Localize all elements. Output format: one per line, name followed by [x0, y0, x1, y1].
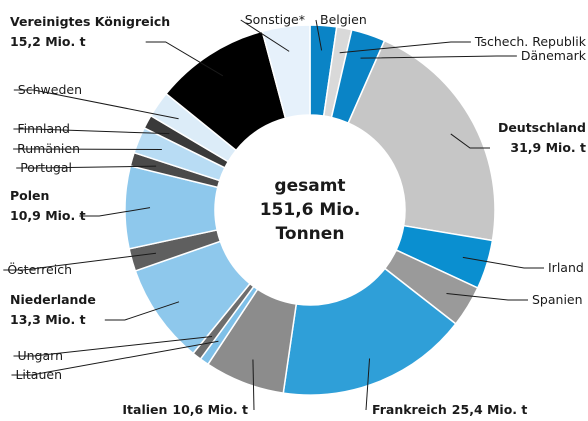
value-label: 25,4 Mio. t	[452, 402, 528, 417]
category-label: Belgien	[320, 12, 367, 27]
leader-line	[13, 336, 213, 357]
center-label: gesamt	[274, 176, 345, 196]
leader-line	[446, 293, 528, 301]
leader-line	[13, 128, 170, 135]
slice-label: Niederlande 13,3 Mio. t	[10, 292, 96, 327]
slice-label: Deutschland 31,9 Mio. t	[498, 120, 586, 155]
slice-label: Tschech. Republik	[474, 34, 587, 49]
leader-line	[365, 358, 371, 411]
category-label: Finnland	[17, 121, 70, 136]
value-label: 10,9 Mio. t	[10, 208, 86, 223]
category-label: Schweden	[18, 82, 82, 97]
slice-label: Finnland	[17, 121, 70, 136]
category-label: Frankreich	[372, 402, 447, 417]
leader-line	[104, 301, 180, 321]
category-label: Irland	[548, 260, 584, 275]
slice	[261, 24, 311, 120]
leader-line	[16, 165, 157, 169]
slice-label: Schweden	[18, 82, 82, 97]
leader-line	[462, 256, 544, 269]
center-label: Tonnen	[276, 224, 345, 244]
slice-label: Dänemark	[521, 48, 587, 63]
slice-label: Spanien	[532, 292, 583, 307]
category-label: Sonstige*	[245, 12, 305, 27]
category-label: Vereinigtes Königreich	[10, 14, 170, 29]
leader-lines	[3, 19, 544, 411]
category-label: Niederlande	[10, 292, 96, 307]
leader-line	[79, 207, 151, 217]
slice-label: Polen 10,9 Mio. t	[10, 188, 86, 223]
leader-line	[3, 252, 157, 271]
slice-label: Belgien	[320, 12, 367, 27]
leader-line	[240, 19, 290, 52]
leader-line	[11, 340, 219, 376]
leader-line	[360, 55, 517, 59]
slice-label: Portugal	[20, 160, 72, 175]
category-label: Tschech. Republik	[474, 34, 587, 49]
slice-label: Ungarn	[17, 348, 63, 363]
category-label: Rumänien	[17, 141, 80, 156]
slice-label: Frankreich 25,4 Mio. t	[372, 402, 527, 417]
value-label: 10,6 Mio. t	[172, 402, 248, 417]
slice-label: Österreich	[7, 261, 72, 277]
category-label: Litauen	[15, 367, 62, 382]
value-label: 13,3 Mio. t	[10, 312, 86, 327]
slice	[347, 39, 496, 242]
slice-label: Italien 10,6 Mio. t	[122, 402, 248, 417]
center-label: 151,6 Mio.	[260, 200, 361, 220]
value-label: 15,2 Mio. t	[10, 34, 86, 49]
category-label: Dänemark	[521, 48, 587, 63]
leader-line	[13, 148, 162, 151]
slice-label: Litauen	[15, 367, 62, 382]
slice-label: Sonstige*	[245, 12, 305, 27]
leader-line	[145, 41, 224, 77]
leader-line	[13, 89, 179, 120]
category-label: Polen	[10, 188, 49, 203]
slice-label: Irland	[548, 260, 584, 275]
leader-line	[315, 19, 323, 51]
category-label: Ungarn	[17, 348, 63, 363]
category-label: Österreich	[7, 261, 72, 277]
leader-line	[450, 133, 490, 149]
slice	[282, 267, 457, 396]
slices	[124, 24, 496, 396]
value-label: 31,9 Mio. t	[510, 140, 586, 155]
category-label: Spanien	[532, 292, 583, 307]
leader-line	[339, 41, 471, 54]
category-label: Italien	[122, 402, 167, 417]
category-label: Deutschland	[498, 120, 586, 135]
leader-line	[252, 359, 255, 411]
slice-label: Vereinigtes Königreich 15,2 Mio. t	[10, 14, 170, 49]
category-label: Portugal	[20, 160, 72, 175]
slice-label: Rumänien	[17, 141, 80, 156]
